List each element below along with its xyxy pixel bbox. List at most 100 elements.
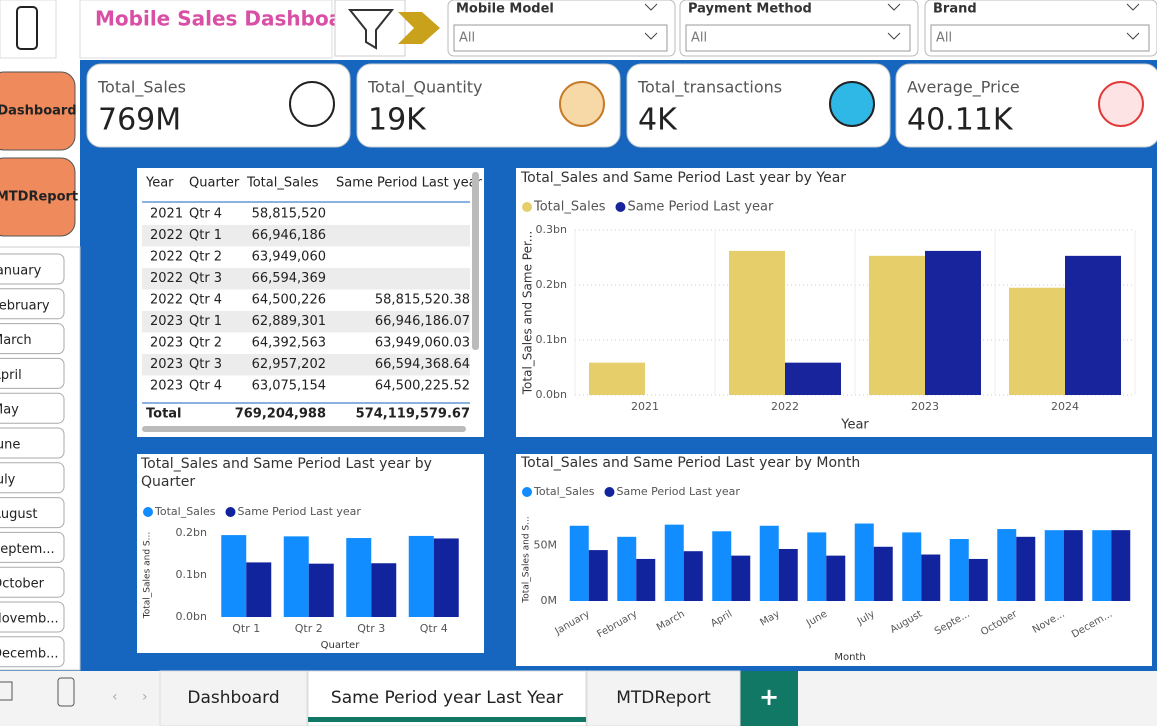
nav-button-label: MTDReport [0,190,78,205]
bar [308,563,334,617]
month-item[interactable] [0,497,65,529]
bar [997,529,1017,601]
month-item[interactable] [0,288,65,320]
arrow-icon [398,12,440,44]
table-row-band [142,225,470,247]
chart-title: Total_Sales and Same Period Last year by… [520,170,846,186]
x-tick-label: Qtr 3 [357,622,385,635]
kpi-value: 19K [368,103,427,138]
table-cell: 62,957,202 [252,357,326,372]
bar [731,555,751,601]
y-tick-label: 0.0bn [536,388,567,401]
table-cell: 63,949,060 [252,250,326,265]
page-tab-label: Dashboard [187,688,279,708]
next-arrow[interactable]: › [142,689,148,705]
table-cell: Qtr 3 [189,271,222,286]
table-cell: Qtr 4 [189,379,222,394]
legend-label: Same Period Last year [237,505,361,518]
bar [589,362,645,395]
active-tab-underline [308,717,586,722]
bar [873,546,893,601]
month-item[interactable] [0,636,65,668]
y-tick-label: 0M [541,594,558,607]
table-cell: Qtr 1 [189,228,222,243]
month-label: April [0,368,22,383]
table-cell: 62,889,301 [252,314,326,329]
filter-value: All [691,31,707,46]
x-axis-label: Month [834,652,865,663]
legend-label: Same Period Last year [627,200,774,215]
dropdown-arrow [887,3,901,11]
dropdown-arrow [644,3,658,11]
legend-label: Total_Sales [533,200,606,215]
table-cell: 2023 [150,336,183,351]
legend-label: Total_Sales [154,505,216,518]
y-axis-label: Total_Sales and Same Per... [521,231,535,396]
filter-dropdown[interactable] [930,24,1150,52]
title-box [79,0,333,59]
table-cell: 66,594,368.64 [375,357,470,372]
add-tab-plus[interactable]: + [759,683,779,711]
page-tab[interactable] [159,670,308,726]
table-box [137,168,484,437]
bar [807,532,827,601]
kpi-card [626,63,891,148]
bar [664,524,684,601]
prev-arrow[interactable]: ‹ [112,689,118,705]
filter-value: All [936,31,952,46]
scrollbar [142,426,466,432]
legend-marker [522,202,532,212]
bar [221,535,247,617]
x-tick-label: 2024 [1051,400,1079,413]
bar [785,362,841,395]
month-item[interactable] [0,601,65,633]
mobile-icon [57,677,75,707]
chart-title-wrap: Total_Sales and Same Period Last year by… [141,456,432,490]
month-label: October [0,577,45,592]
x-axis-label: Year [840,418,869,433]
page-tab[interactable] [586,670,741,726]
y-tick-label: 0.2bn [176,526,207,539]
month-item[interactable] [0,253,65,285]
table-cell: 64,500,225.52 [375,379,470,394]
table-header: Year [145,176,174,191]
table-row-band [142,268,470,290]
bar [569,525,589,601]
y-tick-label: 0.3bn [536,223,567,236]
table-header: Quarter [189,176,240,191]
table-cell: 2023 [150,379,183,394]
bar [826,555,846,601]
chart-title: Total_Sales and Same Period Last year by… [141,456,432,490]
month-item[interactable] [0,427,65,459]
table-cell: 58,815,520 [252,207,326,222]
filter-dropdown[interactable] [685,24,911,52]
month-item[interactable] [0,462,65,494]
bar [759,525,779,601]
table-cell: 2023 [150,314,183,329]
filter-value: All [459,31,475,46]
y-tick-label: 0.2bn [536,278,567,291]
kpi-value: 40.11K [907,103,1014,138]
bar [346,538,372,617]
nav-button[interactable] [0,157,76,237]
legend-marker [615,202,626,212]
month-item[interactable] [0,323,65,355]
nav-button[interactable] [0,71,76,151]
x-tick-label: 2021 [631,400,659,413]
kpi-value: 4K [638,103,678,138]
month-item[interactable] [0,531,65,563]
page-tab[interactable] [307,670,587,726]
month-item[interactable] [0,392,65,424]
filter-dropdown[interactable] [453,24,668,52]
month-item[interactable] [0,566,65,598]
x-tick-label: 2023 [911,400,939,413]
kpi-card [356,63,621,148]
dropdown-arrow [1126,3,1140,11]
bar [1065,255,1121,395]
filter-icon-box [334,0,406,57]
x-tick-label: Qtr 4 [420,622,448,635]
kpi-icon [289,81,335,127]
month-item[interactable] [0,357,65,389]
add-tab[interactable] [740,671,798,726]
